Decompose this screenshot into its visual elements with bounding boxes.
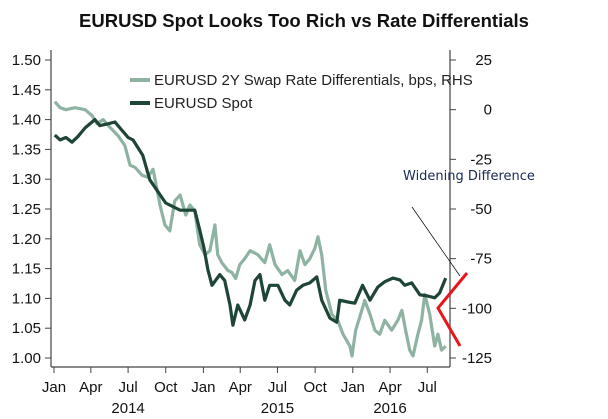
x-tick-label: Jan xyxy=(191,379,215,396)
x-tick-label: Apr xyxy=(79,379,102,396)
right-tick-label: -50 xyxy=(470,201,492,218)
right-tick-label: -125 xyxy=(462,350,492,367)
right-tick-label: 25 xyxy=(475,52,492,69)
left-ticks: 1.00 1.05 1.10 1.15 1.20 1.25 1.30 1.35 1.40 1.45… xyxy=(12,52,51,367)
right-tick-label: -75 xyxy=(470,251,492,268)
x-tick-label: Jul xyxy=(118,379,137,396)
left-tick-label: 1.20 xyxy=(12,231,41,248)
left-tick-label: 1.00 xyxy=(12,350,41,367)
swap-differential-line xyxy=(53,100,447,358)
annotation: Widening Difference xyxy=(403,169,535,347)
x-tick-label: Jan xyxy=(341,379,365,396)
left-tick-label: 1.50 xyxy=(12,52,41,69)
legend-label-swap: EURUSD 2Y Swap Rate Differentials, bps, … xyxy=(154,72,473,89)
left-tick-label: 1.45 xyxy=(12,82,41,99)
left-tick-label: 1.10 xyxy=(12,290,41,307)
annotation-pointer-line xyxy=(411,206,461,277)
x-tick-label: Oct xyxy=(154,379,178,396)
right-ticks: -125 -100 -75 -50 -25 0 25 xyxy=(450,52,492,367)
left-tick-label: 1.40 xyxy=(12,112,41,129)
legend: EURUSD 2Y Swap Rate Differentials, bps, … xyxy=(130,72,473,112)
annotation-red-bracket xyxy=(436,272,469,347)
year-label: 2014 xyxy=(111,400,144,417)
x-tick-label: Jul xyxy=(268,379,287,396)
spot-line xyxy=(53,117,448,327)
x-tick-label: Jul xyxy=(418,379,437,396)
year-label: 2015 xyxy=(261,400,294,417)
x-tick-label: Oct xyxy=(303,379,327,396)
left-tick-label: 1.30 xyxy=(12,171,41,188)
right-tick-label: -25 xyxy=(470,151,492,168)
right-tick-label: 0 xyxy=(484,102,492,119)
left-tick-label: 1.25 xyxy=(12,201,41,218)
left-tick-label: 1.15 xyxy=(12,261,41,278)
legend-label-spot: EURUSD Spot xyxy=(154,95,253,112)
left-tick-label: 1.05 xyxy=(12,320,41,337)
series-lines xyxy=(53,100,448,358)
annotation-text: Widening Difference xyxy=(403,169,535,184)
x-tick-label: Apr xyxy=(229,379,252,396)
x-tick-label: Jan xyxy=(42,379,66,396)
right-tick-label: -100 xyxy=(462,300,492,317)
chart-title: EURUSD Spot Looks Too Rich vs Rate Diffe… xyxy=(79,10,529,31)
left-tick-label: 1.35 xyxy=(12,141,41,158)
x-ticks: Jan Apr Jul Oct Jan Apr Jul Oct Jan Apr Jul 2014 201… xyxy=(42,367,437,417)
year-label: 2016 xyxy=(373,400,406,417)
x-tick-label: Apr xyxy=(378,379,401,396)
